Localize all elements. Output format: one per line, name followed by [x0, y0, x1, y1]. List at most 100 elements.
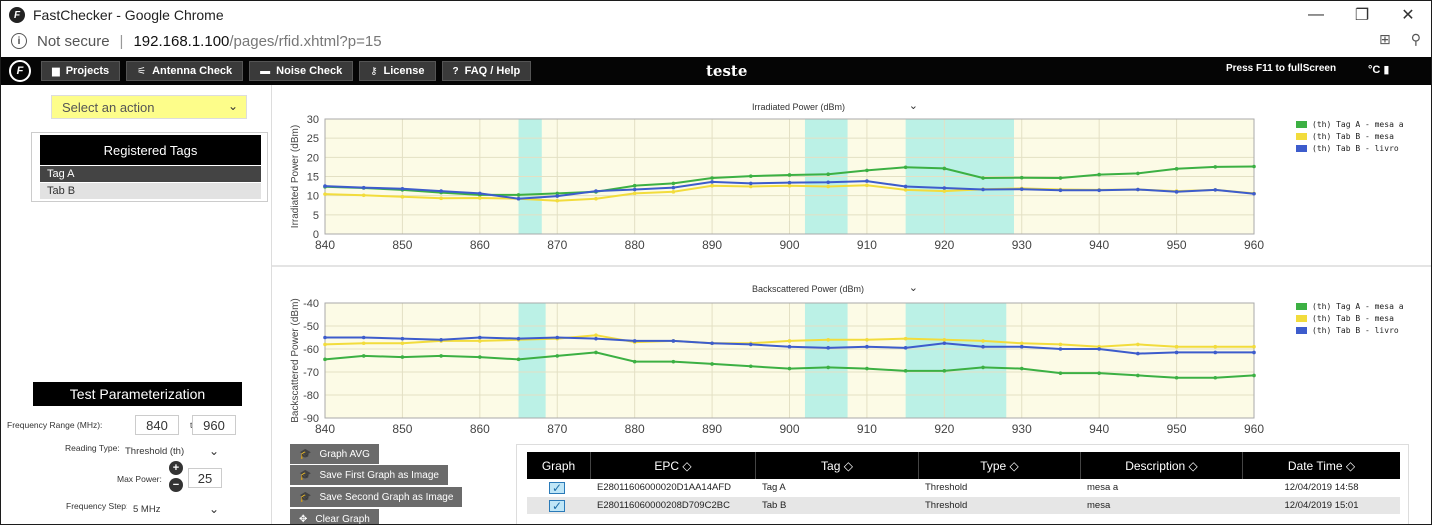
- data-point[interactable]: [671, 359, 676, 364]
- legend-item[interactable]: (th) Tab B - livro: [1296, 324, 1404, 336]
- decrease-power-button[interactable]: −: [169, 478, 183, 492]
- data-point[interactable]: [400, 186, 405, 191]
- data-point[interactable]: [1136, 373, 1140, 378]
- data-point[interactable]: [903, 336, 908, 341]
- table-row[interactable]: ✓ E280116060000208D709C2BC Tab B Thresho…: [527, 497, 1400, 514]
- data-point[interactable]: [439, 196, 443, 201]
- legend-item[interactable]: (th) Tab B - mesa: [1296, 130, 1404, 142]
- data-point[interactable]: [981, 365, 985, 370]
- data-point[interactable]: [323, 357, 327, 362]
- frequency-step-select[interactable]: 5 MHz ⌄: [127, 498, 227, 520]
- data-point[interactable]: [323, 184, 327, 188]
- data-point[interactable]: [361, 193, 366, 198]
- max-power-input[interactable]: 25: [188, 468, 222, 488]
- data-point[interactable]: [942, 166, 947, 171]
- maximize-icon[interactable]: ❐: [1354, 7, 1370, 24]
- data-point[interactable]: [632, 339, 637, 343]
- data-point[interactable]: [748, 364, 753, 369]
- data-point[interactable]: [1097, 371, 1101, 375]
- data-point[interactable]: [400, 341, 405, 346]
- data-point[interactable]: [671, 190, 676, 194]
- save-first-graph-button[interactable]: 🎓 Save First Graph as Image: [290, 465, 448, 485]
- data-point[interactable]: [826, 346, 831, 350]
- data-point[interactable]: [555, 335, 560, 340]
- data-point[interactable]: [439, 354, 443, 358]
- data-point[interactable]: [942, 189, 947, 193]
- data-point[interactable]: [671, 185, 676, 190]
- data-point[interactable]: [1174, 350, 1179, 355]
- minimize-icon[interactable]: —: [1308, 6, 1324, 23]
- data-point[interactable]: [1058, 347, 1063, 351]
- data-point[interactable]: [1136, 351, 1140, 356]
- data-point[interactable]: [748, 184, 753, 189]
- data-point[interactable]: [516, 336, 521, 341]
- temperature-unit-toggle[interactable]: °C ▮: [1368, 63, 1389, 76]
- column-header-epc[interactable]: EPC ◇: [591, 452, 756, 479]
- data-point[interactable]: [942, 369, 947, 373]
- url-host[interactable]: 192.168.1.100: [133, 32, 230, 50]
- data-point[interactable]: [1058, 176, 1063, 180]
- clear-graph-button[interactable]: ✥ Clear Graph: [290, 509, 379, 524]
- data-point[interactable]: [981, 344, 985, 349]
- data-point[interactable]: [594, 336, 598, 341]
- legend-item[interactable]: (th) Tab B - mesa: [1296, 312, 1404, 324]
- data-point[interactable]: [1213, 165, 1218, 169]
- data-point[interactable]: [981, 187, 985, 192]
- nav-license-button[interactable]: ⚷ License: [359, 61, 436, 81]
- data-point[interactable]: [323, 335, 327, 340]
- nav-noise-check-button[interactable]: ▬ Noise Check: [249, 61, 354, 81]
- data-point[interactable]: [1174, 344, 1179, 349]
- reading-type-select[interactable]: Threshold (th) ⌄: [119, 440, 227, 462]
- data-point[interactable]: [981, 339, 985, 343]
- graph-checkbox[interactable]: ✓: [549, 499, 565, 512]
- data-point[interactable]: [710, 341, 714, 346]
- data-point[interactable]: [1252, 350, 1256, 355]
- data-point[interactable]: [400, 336, 405, 341]
- data-point[interactable]: [1136, 187, 1140, 192]
- data-point[interactable]: [478, 355, 482, 359]
- data-point[interactable]: [1252, 191, 1256, 196]
- data-point[interactable]: [826, 184, 831, 189]
- data-point[interactable]: [1097, 172, 1101, 177]
- data-point[interactable]: [1136, 171, 1140, 176]
- nav-projects-button[interactable]: ▆ Projects: [41, 61, 121, 81]
- data-point[interactable]: [594, 350, 598, 355]
- data-point[interactable]: [981, 176, 985, 180]
- data-point[interactable]: [1019, 187, 1024, 191]
- data-point[interactable]: [361, 185, 366, 190]
- data-point[interactable]: [787, 339, 792, 343]
- data-point[interactable]: [865, 338, 869, 342]
- data-point[interactable]: [594, 196, 598, 201]
- frequency-to-input[interactable]: 960: [192, 415, 236, 435]
- data-point[interactable]: [865, 183, 869, 188]
- increase-power-button[interactable]: +: [169, 461, 183, 475]
- data-point[interactable]: [903, 184, 908, 189]
- data-point[interactable]: [865, 179, 869, 183]
- column-header-type[interactable]: Type ◇: [919, 452, 1081, 479]
- chart2-metric-select[interactable]: Backscattered Power (dBm) ⌄: [746, 280, 926, 298]
- data-point[interactable]: [594, 333, 598, 338]
- data-point[interactable]: [748, 174, 753, 178]
- address-bar[interactable]: i Not secure | 192.168.1.100 /pages/rfid…: [1, 29, 1431, 53]
- data-point[interactable]: [710, 180, 714, 184]
- data-point[interactable]: [1252, 164, 1256, 169]
- data-point[interactable]: [826, 338, 831, 342]
- legend-item[interactable]: (th) Tag A - mesa a: [1296, 118, 1404, 130]
- data-point[interactable]: [865, 168, 869, 173]
- data-point[interactable]: [710, 176, 714, 180]
- data-point[interactable]: [1019, 175, 1024, 180]
- data-point[interactable]: [1213, 375, 1218, 380]
- data-point[interactable]: [710, 362, 714, 366]
- data-point[interactable]: [632, 187, 637, 192]
- data-point[interactable]: [826, 180, 831, 185]
- data-point[interactable]: [1058, 188, 1063, 193]
- nav-faq-help-button[interactable]: ? FAQ / Help: [441, 61, 532, 81]
- data-point[interactable]: [555, 194, 560, 198]
- data-point[interactable]: [1058, 371, 1063, 375]
- data-point[interactable]: [516, 196, 521, 201]
- action-select[interactable]: Select an action ⌄: [51, 95, 247, 119]
- data-point[interactable]: [748, 342, 753, 347]
- data-point[interactable]: [1213, 350, 1218, 355]
- data-point[interactable]: [671, 181, 676, 186]
- legend-item[interactable]: (th) Tag A - mesa a: [1296, 300, 1404, 312]
